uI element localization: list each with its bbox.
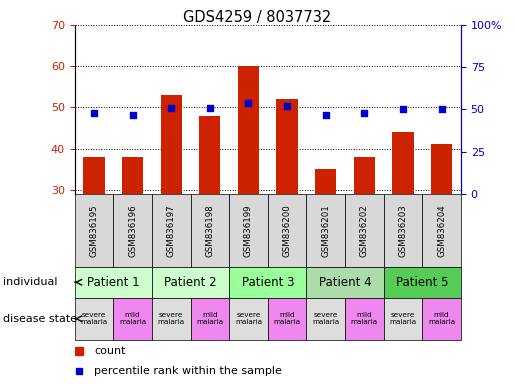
Bar [268,194,306,267]
Point [206,105,214,111]
Bar [122,157,143,313]
Text: mild
malaria: mild malaria [428,312,455,325]
Bar [191,194,229,267]
Bar [191,298,229,340]
Text: Patient 4: Patient 4 [319,276,371,289]
Bar [315,169,336,313]
Bar [238,66,259,313]
Bar [422,298,461,340]
Bar [113,194,152,267]
Text: Patient 1: Patient 1 [87,276,140,289]
Bar [113,298,152,340]
Bar [229,194,268,267]
Text: GDS4259 / 8037732: GDS4259 / 8037732 [183,10,332,25]
Point [321,111,330,118]
Point [283,103,291,109]
Text: GSM836197: GSM836197 [167,204,176,257]
Point [244,99,252,106]
Bar [306,267,384,298]
Text: percentile rank within the sample: percentile rank within the sample [94,366,282,376]
Text: GSM836196: GSM836196 [128,204,137,257]
Text: GSM836204: GSM836204 [437,204,446,257]
Bar [384,194,422,267]
Bar [199,116,220,313]
Bar [277,99,298,313]
Bar [345,194,384,267]
Text: severe
malaria: severe malaria [80,312,108,325]
Text: individual: individual [3,277,57,287]
Point [399,106,407,113]
Bar [431,144,452,313]
Text: severe
malaria: severe malaria [312,312,339,325]
Bar [229,298,268,340]
Point [167,105,175,111]
Point [90,110,98,116]
Text: severe
malaria: severe malaria [389,312,417,325]
Text: Patient 3: Patient 3 [242,276,294,289]
Text: count: count [94,346,126,356]
Text: GSM836203: GSM836203 [399,204,407,257]
Bar [229,267,306,298]
Point [438,106,446,113]
Text: severe
malaria: severe malaria [235,312,262,325]
Text: GSM836195: GSM836195 [90,204,98,257]
Bar [306,298,345,340]
Bar [75,194,113,267]
Bar [152,267,229,298]
Bar [152,298,191,340]
Bar [384,298,422,340]
Point [360,110,369,116]
Text: mild
malaria: mild malaria [196,312,224,325]
Bar [161,95,182,313]
Bar [152,194,191,267]
Bar [75,298,113,340]
Text: Patient 2: Patient 2 [164,276,217,289]
Bar [268,298,306,340]
Text: GSM836202: GSM836202 [360,204,369,257]
Text: GSM836201: GSM836201 [321,204,330,257]
Text: disease state: disease state [3,314,77,324]
Text: severe
malaria: severe malaria [158,312,185,325]
Text: Patient 5: Patient 5 [396,276,449,289]
Point [129,111,137,118]
Bar [83,157,105,313]
Bar [392,132,414,313]
Text: mild
malaria: mild malaria [273,312,301,325]
Bar [354,157,375,313]
Text: mild
malaria: mild malaria [119,312,146,325]
Text: GSM836200: GSM836200 [283,204,291,257]
Bar [306,194,345,267]
Text: GSM836198: GSM836198 [205,204,214,257]
Text: GSM836199: GSM836199 [244,204,253,257]
Bar [422,194,461,267]
Text: mild
malaria: mild malaria [351,312,378,325]
Bar [384,267,461,298]
Bar [75,267,152,298]
Bar [345,298,384,340]
